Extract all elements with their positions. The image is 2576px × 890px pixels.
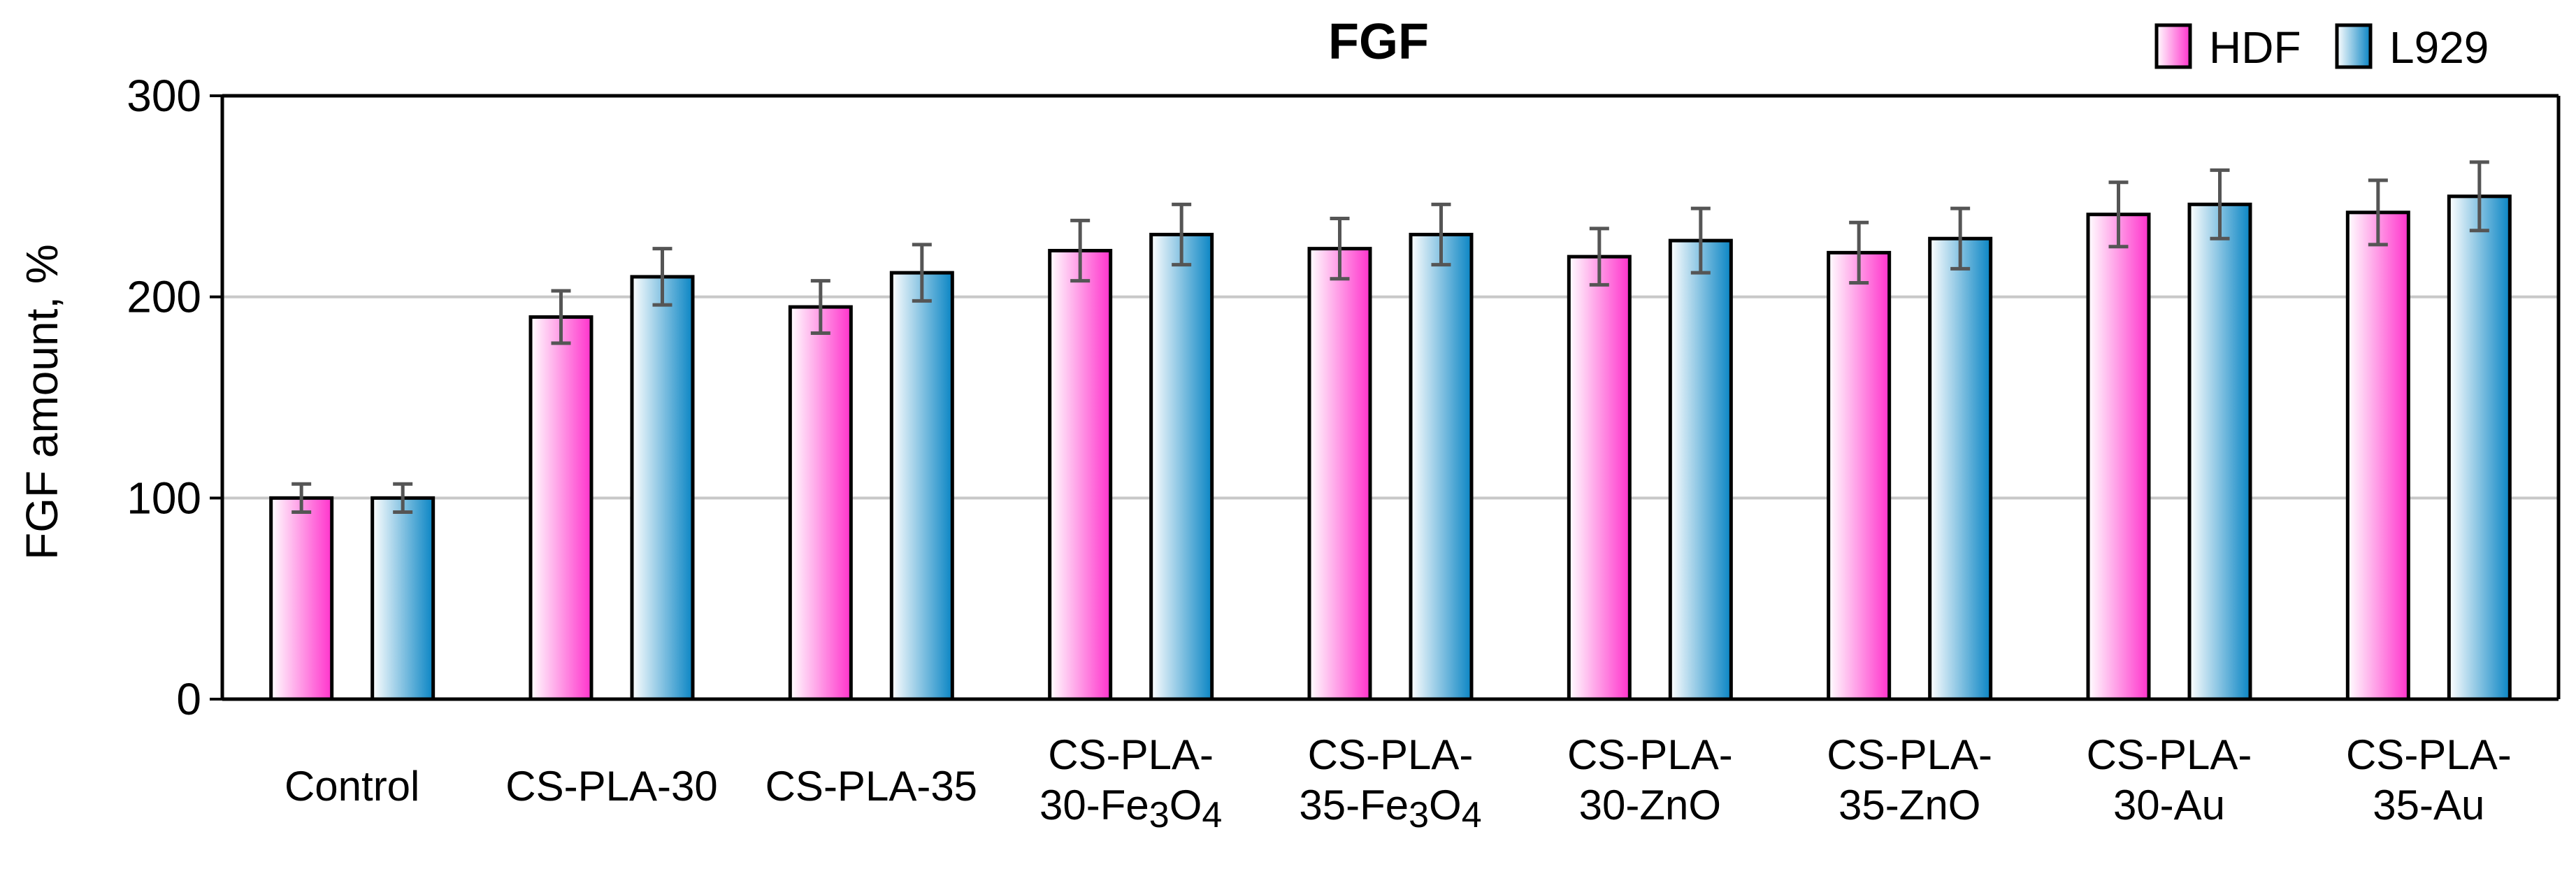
bar-l929-5 [1668,238,1733,701]
legend: HDF L929 [2154,22,2489,73]
error-bar-hdf-2 [810,279,830,335]
error-bar-l929-8 [2469,160,2489,233]
legend-swatch-l929 [2335,23,2373,69]
x-tick-label-3-line1: 30-Fe3O4 [1039,782,1222,835]
y-tick-label-200: 200 [127,272,201,322]
x-tick-label-4-line0: CS-PLA- [1308,731,1474,778]
error-bar-hdf-4 [1330,216,1350,281]
bar-hdf-0 [269,496,334,701]
error-bar-l929-7 [2210,168,2230,241]
bar-l929-8 [2447,194,2512,701]
bar-hdf-1 [528,315,593,701]
x-tick-label-2: CS-PLA-35 [765,763,977,810]
error-bars [292,160,2489,514]
error-bar-hdf-6 [1849,220,1869,285]
error-bar-hdf-1 [551,289,571,345]
error-bar-hdf-8 [2368,178,2388,247]
bar-hdf-2 [788,305,853,701]
bar-l929-2 [889,271,954,701]
bar-l929-7 [2187,202,2252,701]
legend-label-hdf: HDF [2209,22,2301,73]
bar-hdf-4 [1307,247,1372,701]
bar-hdf-5 [1567,254,1632,701]
y-tick-label-100: 100 [127,473,201,523]
error-bar-hdf-3 [1070,218,1091,283]
bar-hdf-6 [1827,250,1892,701]
error-bar-l929-3 [1172,202,1192,267]
error-bar-l929-5 [1690,206,1711,275]
x-tick-label-7-line0: CS-PLA- [2087,731,2252,778]
x-tick-label-0: Control [285,763,419,810]
error-bar-l929-2 [912,243,932,303]
bar-l929-0 [370,496,436,701]
x-tick-label-5-line1: 30-ZnO [1579,782,1721,828]
bar-hdf-3 [1048,249,1113,701]
axes: 0 100 200 300 Control CS-PLA-30 CS-PLA-35 CS-PL… [127,71,2561,835]
bar-l929-3 [1149,232,1214,701]
bar-l929-4 [1409,232,1474,701]
x-tick-label-6-line1: 35-ZnO [1839,782,1980,828]
bars [269,194,2512,701]
y-axis-label: FGF amount, % [17,244,67,560]
legend-swatch-hdf [2154,23,2192,69]
chart-title: FGF [1328,14,1429,70]
error-bar-l929-0 [393,482,413,514]
x-tick-label-4-line1: 35-Fe3O4 [1299,782,1481,835]
x-tick-label-8-line0: CS-PLA- [2346,731,2512,778]
bar-l929-1 [630,275,695,701]
x-tick-label-8-line1: 35-Au [2373,782,2484,828]
x-tick-label-5-line0: CS-PLA- [1567,731,1733,778]
x-tick-label-1: CS-PLA-30 [505,763,717,810]
x-tick-label-7-line1: 30-Au [2113,782,2225,828]
error-bar-hdf-0 [292,482,312,514]
y-tick-label-300: 300 [127,71,201,121]
error-bar-l929-1 [652,247,672,307]
error-bar-l929-6 [1950,206,1971,271]
x-tick-label-3-line0: CS-PLA- [1048,731,1214,778]
bar-l929-6 [1928,236,1993,701]
legend-label-l929: L929 [2389,22,2489,73]
error-bar-hdf-7 [2108,180,2129,249]
bar-hdf-7 [2086,213,2151,701]
error-bar-l929-4 [1431,202,1451,267]
x-tick-label-6-line0: CS-PLA- [1827,731,1992,778]
y-tick-label-0: 0 [176,674,201,724]
error-bar-hdf-5 [1589,227,1609,287]
bar-hdf-8 [2345,210,2410,701]
